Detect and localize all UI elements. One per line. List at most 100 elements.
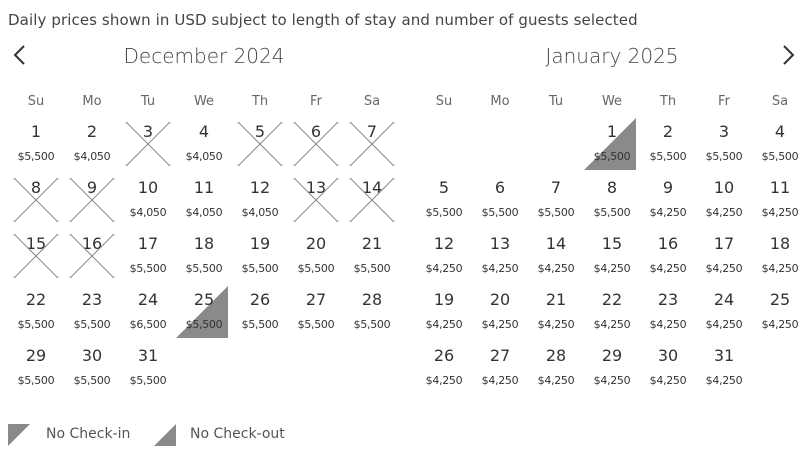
weekday-label: Th [251,94,269,109]
calendar-day[interactable]: 2 $4,050 [64,118,120,174]
day-price: $5,500 [537,206,575,219]
calendar-day[interactable]: 10 $4,250 [696,174,752,230]
calendar-day[interactable]: 31 $5,500 [120,342,176,398]
day-price: $4,250 [537,262,575,275]
day-price: $4,250 [537,318,575,331]
prev-month-button[interactable] [6,40,34,70]
weekday-header: Su Mo Tu We Th Fr Sa [416,94,808,110]
calendar-day[interactable]: 19 $4,250 [416,286,472,342]
calendar-month: December 2024 Su Mo Tu We Th Fr Sa 1 $5,5… [8,0,400,400]
no-checkin-marker-icon [8,424,30,446]
calendar-day[interactable]: 13 $4,250 [472,230,528,286]
day-number: 26 [249,290,271,309]
calendar-day[interactable]: 3 $5,500 [696,118,752,174]
weekday-label: Sa [363,94,381,109]
weekday-label: Mo [490,94,510,109]
calendar-day[interactable]: 6 $5,500 [472,174,528,230]
calendar-day[interactable]: 20 $4,250 [472,286,528,342]
calendar-day[interactable]: 18 $5,500 [176,230,232,286]
calendar-day[interactable]: 14 $4,250 [528,230,584,286]
weekday-label: Fr [310,94,322,109]
day-price: $5,500 [353,318,391,331]
calendar-day[interactable]: 21 $5,500 [344,230,400,286]
calendar-day[interactable]: 12 $4,250 [416,230,472,286]
calendar-day[interactable]: 30 $5,500 [64,342,120,398]
calendar-day[interactable]: 25 $4,250 [752,286,808,342]
calendar-day[interactable]: 27 $5,500 [288,286,344,342]
calendar-day[interactable]: 21 $4,250 [528,286,584,342]
day-price: $5,500 [73,318,111,331]
day-price: $5,500 [185,262,223,275]
day-price: $4,250 [481,374,519,387]
weekday-label: We [601,94,623,109]
calendar-day[interactable]: 26 $5,500 [232,286,288,342]
legend-no-checkout: No Check-out [154,424,304,446]
day-price: $5,500 [241,318,279,331]
calendar-day[interactable]: 28 $4,250 [528,342,584,398]
calendar-day[interactable]: 11 $4,050 [176,174,232,230]
legend-no-checkin: No Check-in [8,424,148,446]
calendar-day[interactable]: 17 $4,250 [696,230,752,286]
calendar-day[interactable]: 23 $5,500 [64,286,120,342]
day-number: 7 [366,122,378,141]
calendar-day[interactable]: 12 $4,050 [232,174,288,230]
day-price: $5,500 [297,318,335,331]
calendar-day[interactable]: 19 $5,500 [232,230,288,286]
day-price: $4,250 [705,318,743,331]
calendar-day: 8 [8,174,64,230]
day-number: 21 [361,234,383,253]
calendar-day[interactable]: 1 $5,500 [8,118,64,174]
calendar-day[interactable]: 17 $5,500 [120,230,176,286]
calendar-day[interactable]: 2 $5,500 [640,118,696,174]
calendar-day[interactable]: 28 $5,500 [344,286,400,342]
calendar-day[interactable]: 9 $4,250 [640,174,696,230]
calendar-day[interactable]: 5 $5,500 [416,174,472,230]
calendar-day[interactable]: 18 $4,250 [752,230,808,286]
calendar-day[interactable]: 1 $5,500 [584,118,640,174]
calendar-day[interactable]: 4 $4,050 [176,118,232,174]
day-number: 11 [769,178,791,197]
calendar-day[interactable]: 10 $4,050 [120,174,176,230]
day-number: 9 [662,178,674,197]
next-month-button[interactable] [774,40,802,70]
calendar-day[interactable]: 20 $5,500 [288,230,344,286]
chevron-right-icon [783,45,795,65]
day-price: $5,500 [73,374,111,387]
calendar-day[interactable]: 29 $4,250 [584,342,640,398]
calendar-day[interactable]: 24 $4,250 [696,286,752,342]
calendar-day[interactable]: 7 $5,500 [528,174,584,230]
calendar-day[interactable]: 24 $6,500 [120,286,176,342]
day-price: $5,500 [17,150,55,163]
weekday-label: Fr [718,94,730,109]
day-number: 14 [361,178,383,197]
calendar-day[interactable]: 25 $5,500 [176,286,232,342]
calendar-day[interactable]: 30 $4,250 [640,342,696,398]
calendar-day: 5 [232,118,288,174]
calendar-day[interactable]: 27 $4,250 [472,342,528,398]
calendar-day[interactable]: 22 $4,250 [584,286,640,342]
calendar-day[interactable]: 8 $5,500 [584,174,640,230]
calendar-day[interactable]: 29 $5,500 [8,342,64,398]
day-number: 13 [305,178,327,197]
calendar-day[interactable]: 31 $4,250 [696,342,752,398]
calendar-day[interactable]: 23 $4,250 [640,286,696,342]
calendar-day[interactable]: 15 $4,250 [584,230,640,286]
day-price: $4,250 [649,262,687,275]
day-price: $4,050 [241,206,279,219]
day-price: $6,500 [129,318,167,331]
day-price: $5,500 [297,262,335,275]
calendar-day[interactable]: 16 $4,250 [640,230,696,286]
calendar-day[interactable]: 26 $4,250 [416,342,472,398]
day-number: 17 [713,234,735,253]
day-number: 17 [137,234,159,253]
calendar-day: 16 [64,230,120,286]
day-number: 24 [713,290,735,309]
calendar-day[interactable]: 22 $5,500 [8,286,64,342]
day-number: 24 [137,290,159,309]
weekday-label: Mo [82,94,102,109]
day-price: $4,050 [73,150,111,163]
day-price: $4,250 [705,262,743,275]
day-price: $4,250 [705,374,743,387]
calendar-day[interactable]: 4 $5,500 [752,118,808,174]
calendar-day[interactable]: 11 $4,250 [752,174,808,230]
